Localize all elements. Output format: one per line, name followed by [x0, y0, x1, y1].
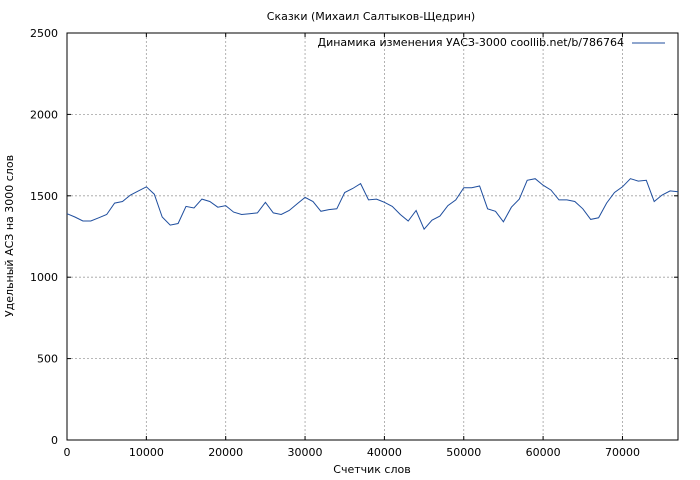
- x-tick-label: 40000: [367, 446, 402, 459]
- x-tick-label: 0: [64, 446, 71, 459]
- y-tick-label: 1000: [30, 271, 58, 284]
- x-tick-label: 10000: [129, 446, 164, 459]
- y-tick-label: 0: [51, 434, 58, 447]
- y-tick-label: 2500: [30, 27, 58, 40]
- y-tick-label: 1500: [30, 190, 58, 203]
- x-tick-label: 50000: [446, 446, 481, 459]
- ticks-layer: 0 10000 20000 30000 40000 50000 60000 70000 0 500…: [30, 27, 678, 459]
- x-axis-label: Счетчик слов: [333, 463, 410, 476]
- x-tick-label: 60000: [526, 446, 561, 459]
- chart-title: Сказки (Михаил Салтыков-Щедрин): [267, 10, 475, 23]
- series-line: [66, 178, 679, 231]
- legend: Динамика изменения УАСЗ-3000 coollib.net…: [318, 36, 665, 49]
- y-axis-label: Удельный АСЗ на 3000 слов: [3, 155, 16, 317]
- y-tick-label: 2000: [30, 108, 58, 121]
- grid-layer: [67, 33, 678, 440]
- x-tick-label: 20000: [208, 446, 243, 459]
- plot-area-frame: [66, 32, 679, 441]
- legend-entry-label: Динамика изменения УАСЗ-3000 coollib.net…: [318, 36, 625, 49]
- x-tick-label: 30000: [288, 446, 323, 459]
- x-tick-label: 70000: [605, 446, 640, 459]
- y-tick-label: 500: [37, 353, 58, 366]
